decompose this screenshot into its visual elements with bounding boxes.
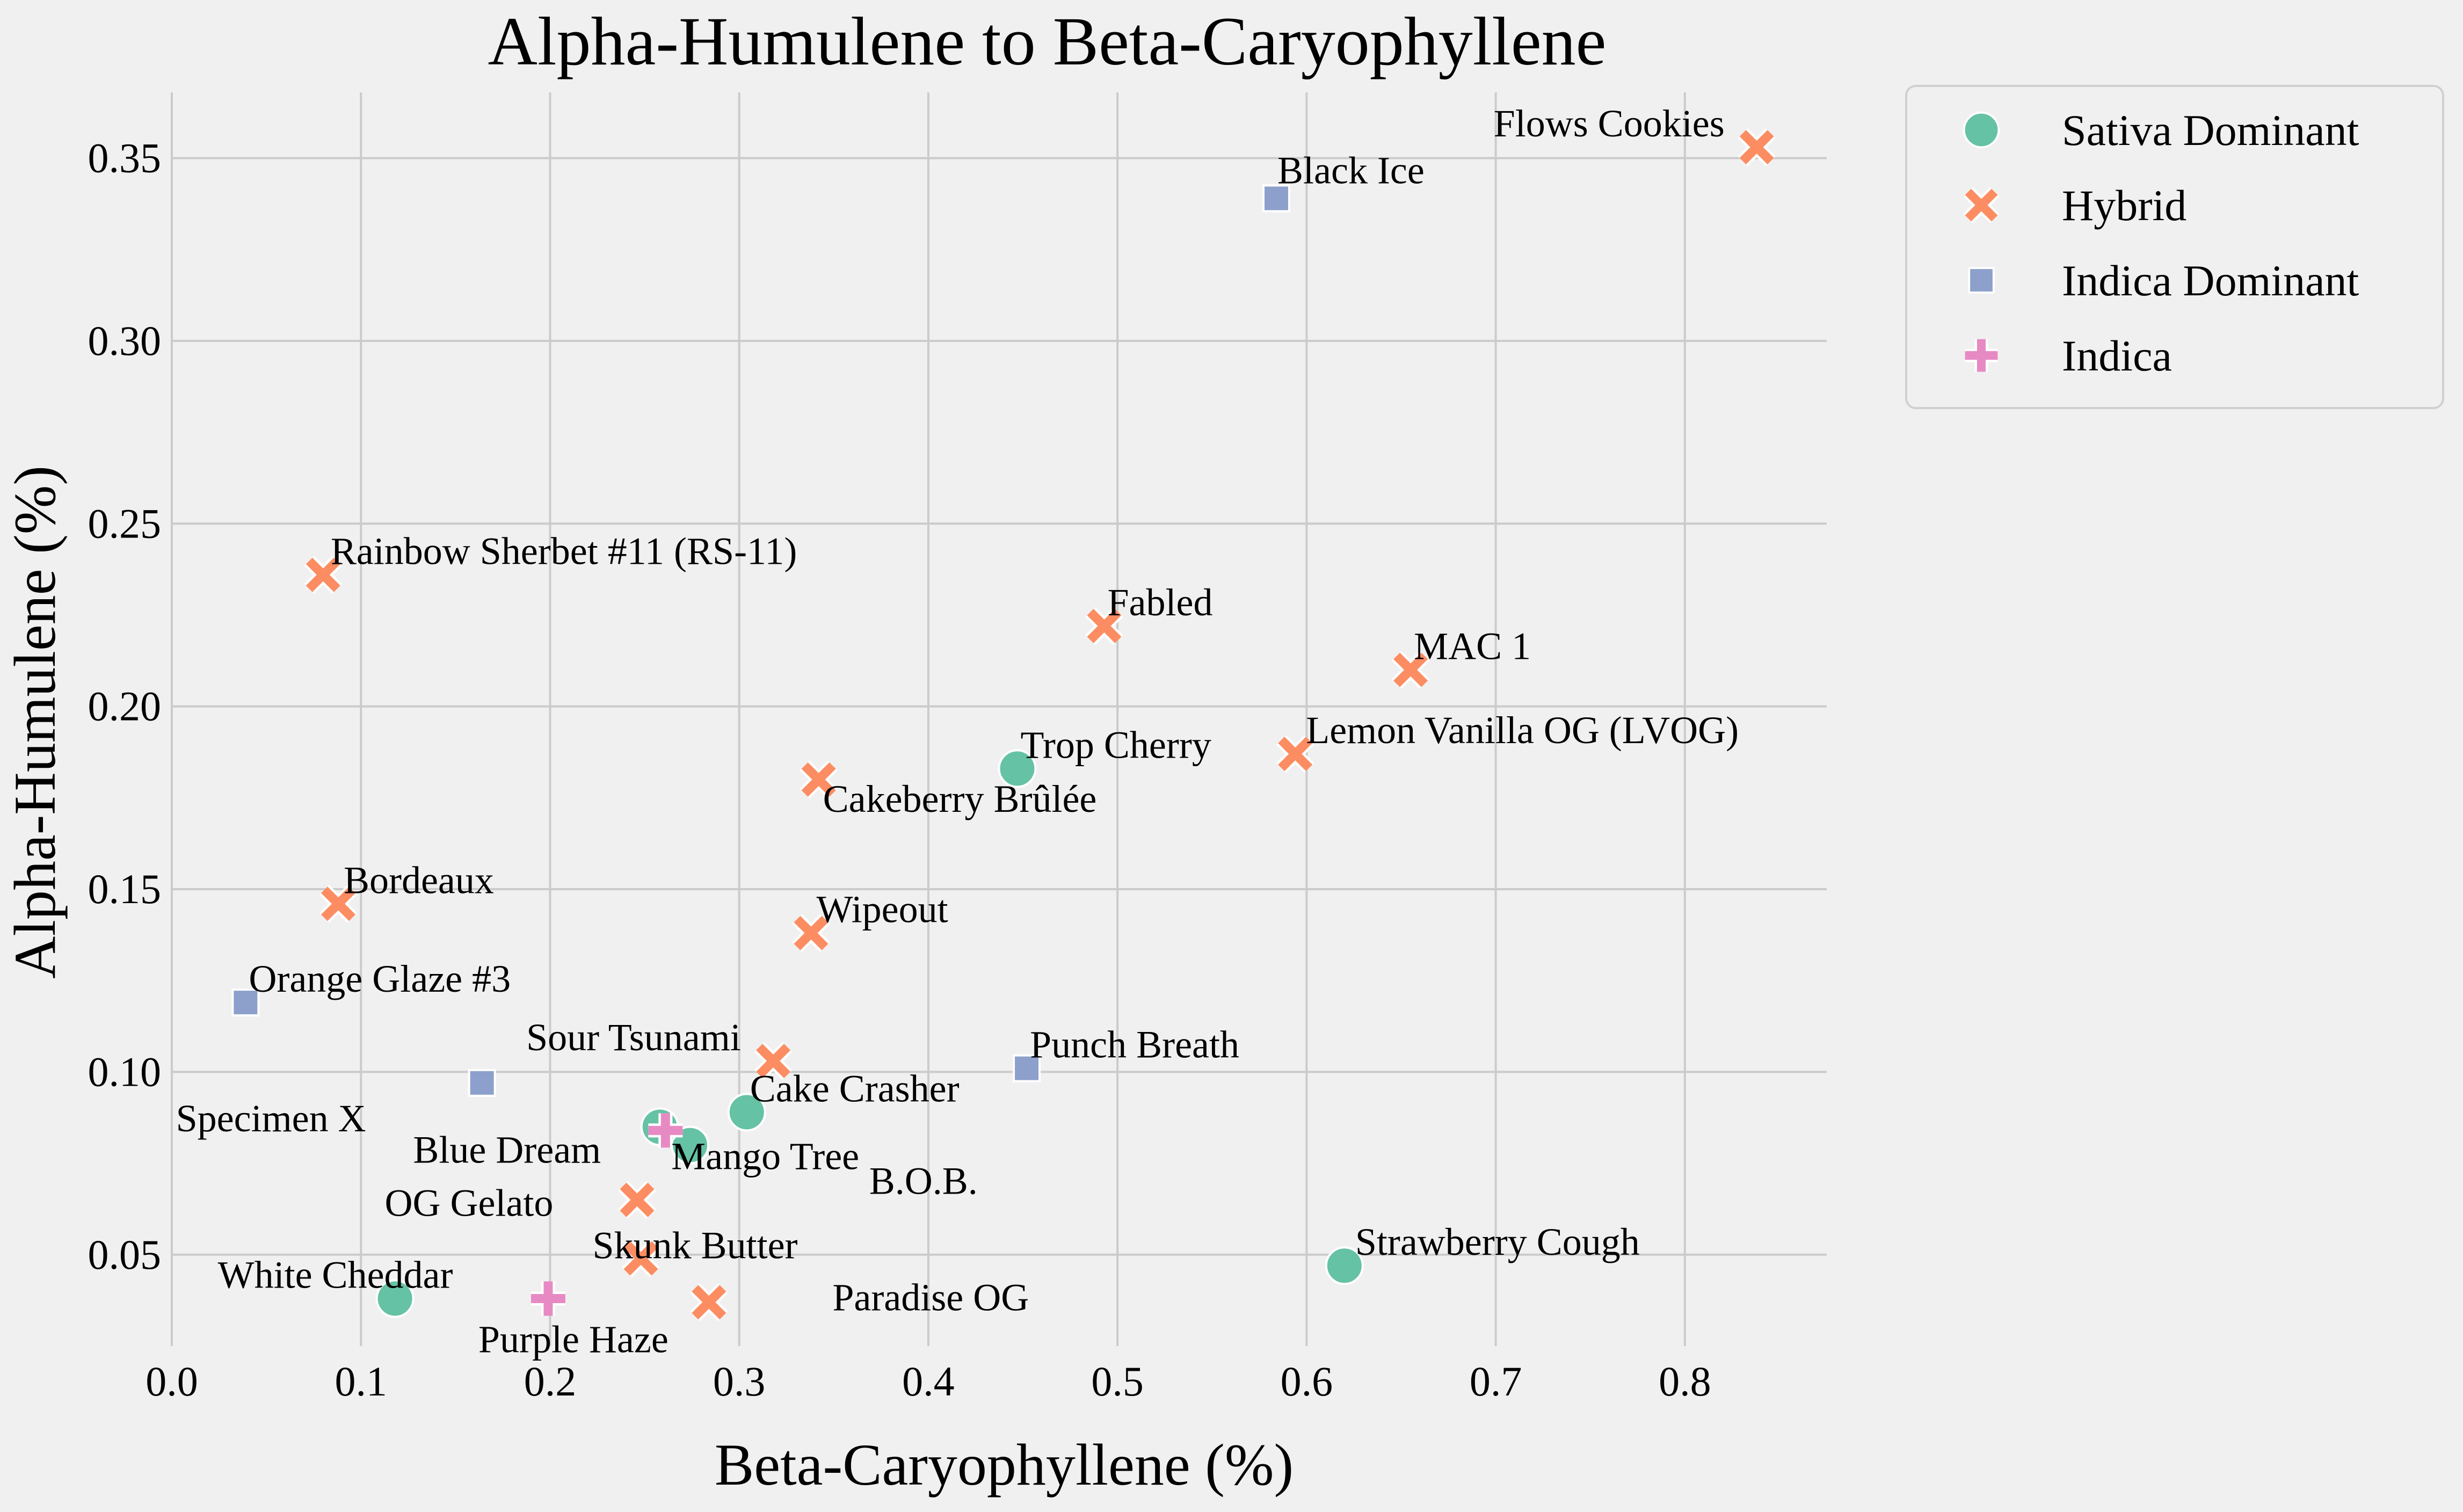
x-marker-stroke — [1965, 188, 1998, 222]
point-paradise-og-marker — [690, 1283, 728, 1321]
point-label-mango-tree: Mango Tree — [671, 1135, 859, 1178]
point-strawberry-cough-marker — [1325, 1246, 1364, 1285]
point-label-specimen-x: Specimen X — [176, 1097, 366, 1140]
legend-marker-indica-dominant — [1968, 267, 1995, 294]
x-tick-label: 0.8 — [1659, 1358, 1711, 1405]
point-purple-haze-marker — [531, 1281, 565, 1316]
point-fabled-marker — [1085, 607, 1123, 645]
grid — [171, 92, 1827, 1346]
point-label-bordeaux: Bordeaux — [344, 859, 494, 902]
legend-marker-sativa-dominant — [1963, 111, 2000, 149]
x-marker-stroke — [1278, 737, 1313, 772]
point-label-orange-glaze-3: Orange Glaze #3 — [249, 957, 511, 1000]
x-marker-stroke — [756, 1043, 791, 1079]
point-label-wipeout: Wipeout — [817, 888, 948, 931]
y-tick-label: 0.05 — [88, 1231, 162, 1278]
point-lemon-vanilla-og-lvog-marker — [1276, 735, 1314, 773]
point-black-ice-marker — [1262, 184, 1291, 213]
data-points — [231, 128, 1776, 1321]
x-marker-stroke — [1739, 130, 1774, 165]
point-label-skunk-butter: Skunk Butter — [593, 1224, 798, 1267]
point-bordeaux-marker — [319, 885, 358, 923]
plus-marker-stroke — [531, 1281, 565, 1316]
y-tick-label: 0.15 — [88, 866, 162, 912]
y-tick-label: 0.30 — [88, 317, 162, 364]
point-cake-crasher-marker — [727, 1093, 766, 1132]
legend: Sativa Dominant Hybrid Indica Dominant Indi… — [1905, 85, 2444, 409]
point-label-b-o-b: B.O.B. — [869, 1160, 978, 1203]
x-marker-stroke — [321, 886, 355, 921]
y-axis-label: Alpha-Humulene (%) — [2, 466, 68, 979]
legend-label-sativa-dominant: Sativa Dominant — [2062, 106, 2359, 155]
point-label-rainbow-sherbet-11-rs-11: Rainbow Sherbet #11 (RS-11) — [331, 530, 797, 573]
x-marker-stroke — [1087, 608, 1122, 643]
x-tick-label: 0.5 — [1091, 1358, 1144, 1405]
x-marker-stroke — [620, 1182, 655, 1217]
x-tick-label: 0.2 — [524, 1358, 577, 1405]
point-white-cheddar-marker — [375, 1279, 415, 1318]
x-marker-stroke — [794, 915, 829, 950]
legend-marker-indica — [1965, 339, 1998, 372]
point-orange-glaze-3-marker — [231, 988, 260, 1017]
point-label-paradise-og: Paradise OG — [832, 1276, 1029, 1319]
point-specimen-x-marker — [468, 1068, 496, 1097]
legend-label-indica: Indica — [2062, 331, 2172, 380]
x-marker-stroke — [623, 1241, 658, 1276]
point-label-sour-tsunami: Sour Tsunami — [526, 1016, 741, 1059]
x-tick-label: 0.1 — [335, 1358, 387, 1405]
x-tick-label: 0.4 — [902, 1358, 955, 1405]
chart-title: Alpha-Humulene to Beta-Caryophyllene — [488, 3, 1607, 79]
point-label-fabled: Fabled — [1107, 581, 1212, 624]
point-label-og-gelato: OG Gelato — [384, 1182, 553, 1225]
point-label-cakeberry-br-l-e: Cakeberry Brûlée — [823, 777, 1097, 820]
point-label-trop-cherry: Trop Cherry — [1020, 723, 1211, 766]
tick-labels: 0.0 0.1 0.2 0.3 0.4 0.5 0.6 0.7 0.8 0.05 0.10 0.15 0… — [88, 135, 1711, 1405]
x-marker-stroke — [306, 557, 340, 592]
point-label-cake-crasher: Cake Crasher — [750, 1067, 960, 1110]
point-label-blue-dream: Blue Dream — [413, 1128, 601, 1171]
x-marker-stroke — [801, 762, 836, 797]
point-label-lemon-vanilla-og-lvog: Lemon Vanilla OG (LVOG) — [1306, 709, 1739, 752]
point-label-white-cheddar: White Cheddar — [218, 1254, 453, 1297]
y-tick-label: 0.25 — [88, 500, 162, 547]
legend-frame — [1905, 85, 2444, 409]
plus-marker-stroke — [1965, 339, 1998, 372]
point-trop-cherry-marker — [998, 749, 1037, 788]
y-tick-label: 0.20 — [88, 683, 162, 730]
point-blue-dream-marker — [648, 1113, 683, 1148]
x-axis-label: Beta-Caryophyllene (%) — [715, 1432, 1294, 1498]
point-label-purple-haze: Purple Haze — [478, 1318, 669, 1361]
point-label-strawberry-cough: Strawberry Cough — [1355, 1220, 1640, 1263]
point-rainbow-sherbet-11-rs-11-marker — [304, 556, 342, 594]
x-tick-label: 0.3 — [713, 1358, 766, 1405]
x-marker-stroke — [692, 1285, 726, 1320]
x-tick-label: 0.7 — [1470, 1358, 1522, 1405]
point-mac-1-marker — [1391, 651, 1430, 689]
point-skunk-butter-marker — [622, 1239, 660, 1277]
y-tick-label: 0.10 — [88, 1048, 162, 1095]
point-flows-cookies-marker — [1738, 128, 1776, 166]
y-tick-label: 0.35 — [88, 135, 162, 181]
legend-label-indica-dominant: Indica Dominant — [2062, 256, 2359, 305]
point-label-black-ice: Black Ice — [1277, 149, 1425, 192]
point-wipeout-marker — [792, 914, 830, 952]
legend-label-hybrid: Hybrid — [2062, 181, 2186, 230]
point-label-mac-1: MAC 1 — [1414, 625, 1531, 668]
point-punch-breath-marker — [1013, 1054, 1041, 1082]
point-cakeberry-br-l-e-marker — [800, 760, 838, 799]
x-marker-stroke — [1393, 652, 1428, 687]
point-og-gelato-marker — [618, 1181, 656, 1219]
x-tick-label: 0.6 — [1281, 1358, 1333, 1405]
point-label-flows-cookies: Flows Cookies — [1494, 102, 1725, 145]
x-tick-label: 0.0 — [146, 1358, 198, 1405]
legend-marker-hybrid — [1963, 187, 2000, 223]
point-label-punch-breath: Punch Breath — [1030, 1023, 1239, 1066]
plus-marker-stroke — [648, 1113, 683, 1148]
point-sour-tsunami-marker — [754, 1042, 793, 1080]
